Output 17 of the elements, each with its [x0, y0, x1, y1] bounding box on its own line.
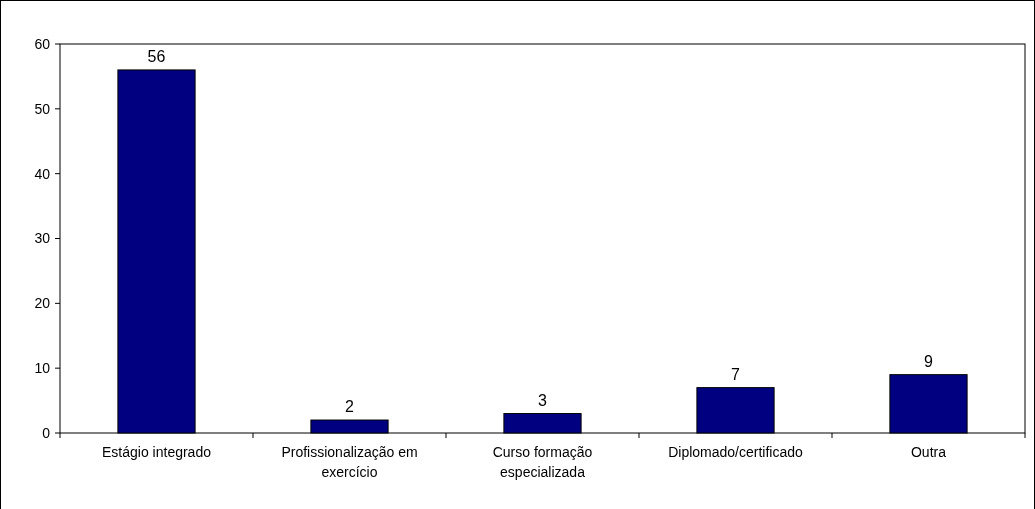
data-label: 3 [538, 391, 548, 409]
data-label: 2 [345, 398, 355, 416]
x-tick-label: Profissionalização em exercício [281, 444, 418, 480]
y-tick-label: 30 [34, 230, 51, 247]
x-tick-label: Estágio integrado [102, 444, 212, 460]
y-tick-label: 60 [34, 35, 51, 52]
x-tick-label: Outra [910, 444, 947, 460]
y-tick-label: 20 [34, 295, 51, 312]
data-label: 56 [147, 47, 166, 65]
y-tick-label: 0 [42, 424, 51, 441]
y-tick-label: 50 [34, 100, 51, 117]
y-tick-label: 40 [34, 165, 51, 182]
x-tick-label: Curso formação especializada [492, 444, 593, 480]
y-tick-label: 10 [34, 360, 51, 377]
x-tick-label: Diplomado/certificado [668, 444, 804, 460]
data-label: 7 [731, 365, 741, 383]
data-label: 9 [924, 352, 934, 370]
